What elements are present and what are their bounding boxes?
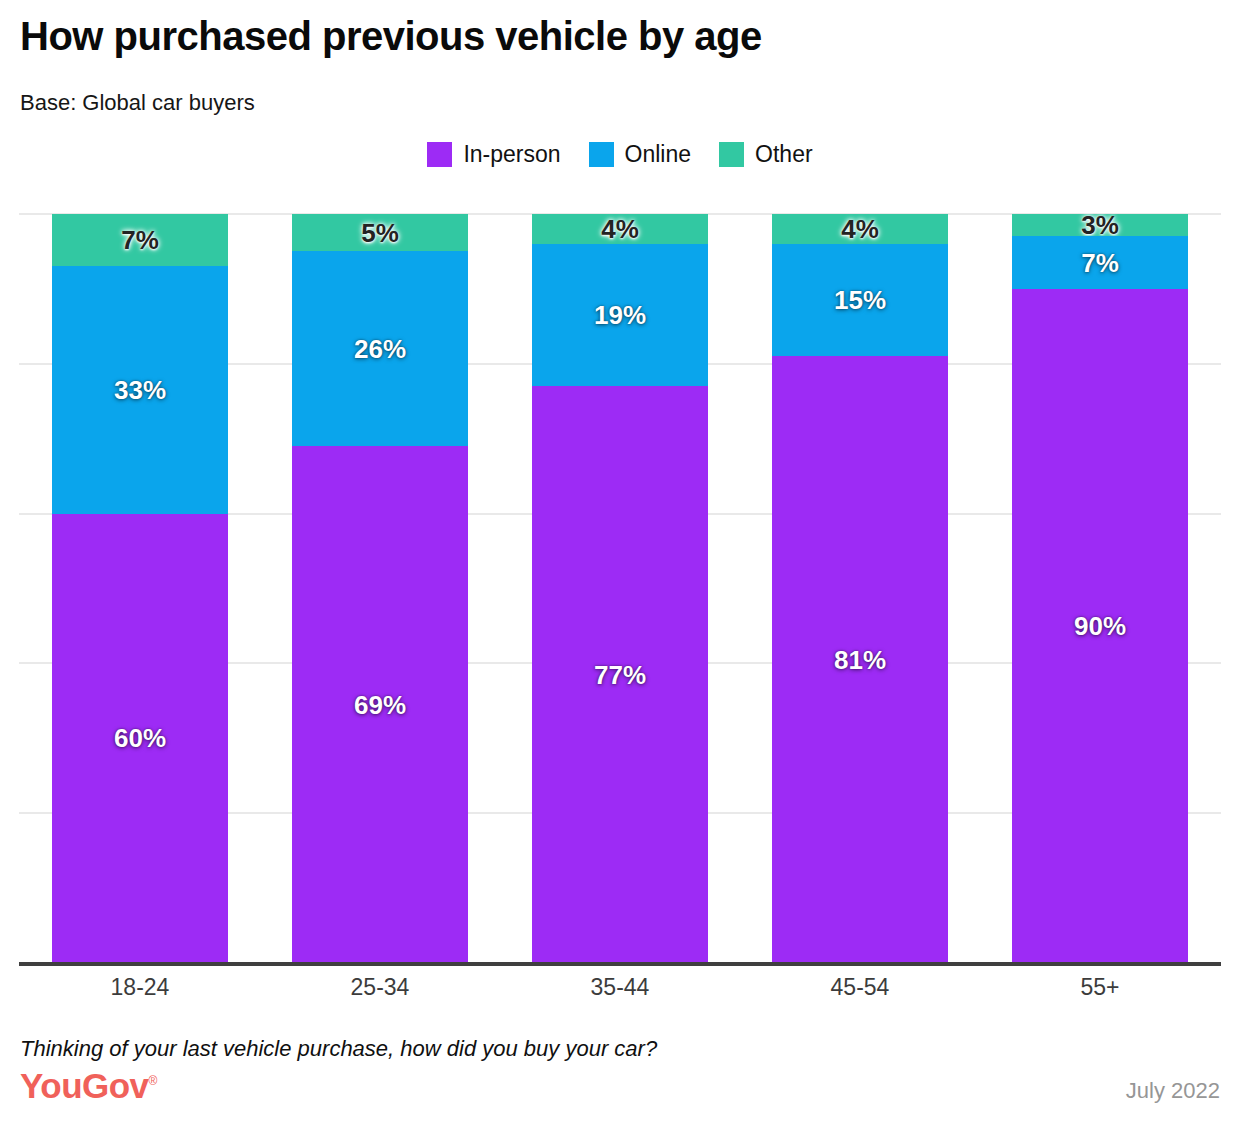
- legend-item-other: Other: [719, 141, 813, 168]
- value-label-in-person-45-54: 81%: [834, 647, 886, 673]
- x-axis-line: [19, 962, 1221, 966]
- value-label-other-25-34: 5%: [361, 220, 399, 246]
- bar-segment-in-person-25-34: 69%: [292, 446, 468, 963]
- bar-55: 3% 7% 90%: [1012, 214, 1188, 963]
- x-label-25-34: 25-34: [292, 974, 468, 1001]
- value-label-other-45-54: 4%: [841, 216, 879, 242]
- bar-segment-other-45-54: 4%: [772, 214, 948, 244]
- value-label-online-18-24: 33%: [114, 377, 166, 403]
- x-label-18-24: 18-24: [52, 974, 228, 1001]
- bars-container: 7% 33% 60% 5% 26% 69% 4% 19% 77% 4% 15% 81% 3% 7% 90%: [19, 214, 1221, 963]
- bar-35-44: 4% 19% 77%: [532, 214, 708, 963]
- yougov-logo: YouGov®: [20, 1066, 157, 1106]
- value-label-in-person-55: 90%: [1074, 613, 1126, 639]
- bar-segment-in-person-18-24: 60%: [52, 514, 228, 963]
- legend-swatch-online: [589, 142, 614, 167]
- chart-title: How purchased previous vehicle by age: [20, 14, 762, 59]
- bar-segment-other-35-44: 4%: [532, 214, 708, 244]
- publication-date: July 2022: [1126, 1078, 1220, 1104]
- legend-label: Online: [625, 141, 691, 168]
- plot-area: 7% 33% 60% 5% 26% 69% 4% 19% 77% 4% 15% 81% 3% 7% 90%: [19, 214, 1221, 963]
- legend-label: In-person: [463, 141, 560, 168]
- legend-item-in-person: In-person: [427, 141, 560, 168]
- value-label-online-45-54: 15%: [834, 287, 886, 313]
- value-label-in-person-18-24: 60%: [114, 725, 166, 751]
- survey-question: Thinking of your last vehicle purchase, …: [20, 1036, 657, 1062]
- logo-text: YouGov: [20, 1066, 149, 1105]
- value-label-other-55: 3%: [1081, 212, 1119, 238]
- legend-swatch-other: [719, 142, 744, 167]
- bar-segment-online-25-34: 26%: [292, 251, 468, 446]
- bar-segment-online-18-24: 33%: [52, 266, 228, 513]
- bar-segment-online-35-44: 19%: [532, 244, 708, 386]
- legend-swatch-in-person: [427, 142, 452, 167]
- legend: In-person Online Other: [0, 141, 1240, 168]
- x-label-55: 55+: [1012, 974, 1188, 1001]
- value-label-in-person-35-44: 77%: [594, 662, 646, 688]
- value-label-other-18-24: 7%: [121, 227, 159, 253]
- value-label-in-person-25-34: 69%: [354, 692, 406, 718]
- legend-item-online: Online: [589, 141, 691, 168]
- bar-45-54: 4% 15% 81%: [772, 214, 948, 963]
- bar-segment-online-45-54: 15%: [772, 244, 948, 356]
- x-label-45-54: 45-54: [772, 974, 948, 1001]
- chart-subtitle: Base: Global car buyers: [20, 90, 255, 116]
- bar-segment-other-25-34: 5%: [292, 214, 468, 251]
- value-label-online-35-44: 19%: [594, 302, 646, 328]
- registered-mark: ®: [149, 1074, 157, 1088]
- bar-segment-other-18-24: 7%: [52, 214, 228, 266]
- value-label-other-35-44: 4%: [601, 216, 639, 242]
- bar-segment-online-55: 7%: [1012, 236, 1188, 288]
- bar-25-34: 5% 26% 69%: [292, 214, 468, 963]
- bar-18-24: 7% 33% 60%: [52, 214, 228, 963]
- legend-label: Other: [755, 141, 813, 168]
- bar-segment-other-55: 3%: [1012, 214, 1188, 236]
- value-label-online-55: 7%: [1081, 250, 1119, 276]
- bar-segment-in-person-35-44: 77%: [532, 386, 708, 963]
- x-label-35-44: 35-44: [532, 974, 708, 1001]
- value-label-online-25-34: 26%: [354, 336, 406, 362]
- bar-segment-in-person-45-54: 81%: [772, 356, 948, 963]
- bar-segment-in-person-55: 90%: [1012, 289, 1188, 963]
- x-axis-labels: 18-24 25-34 35-44 45-54 55+: [19, 974, 1221, 1001]
